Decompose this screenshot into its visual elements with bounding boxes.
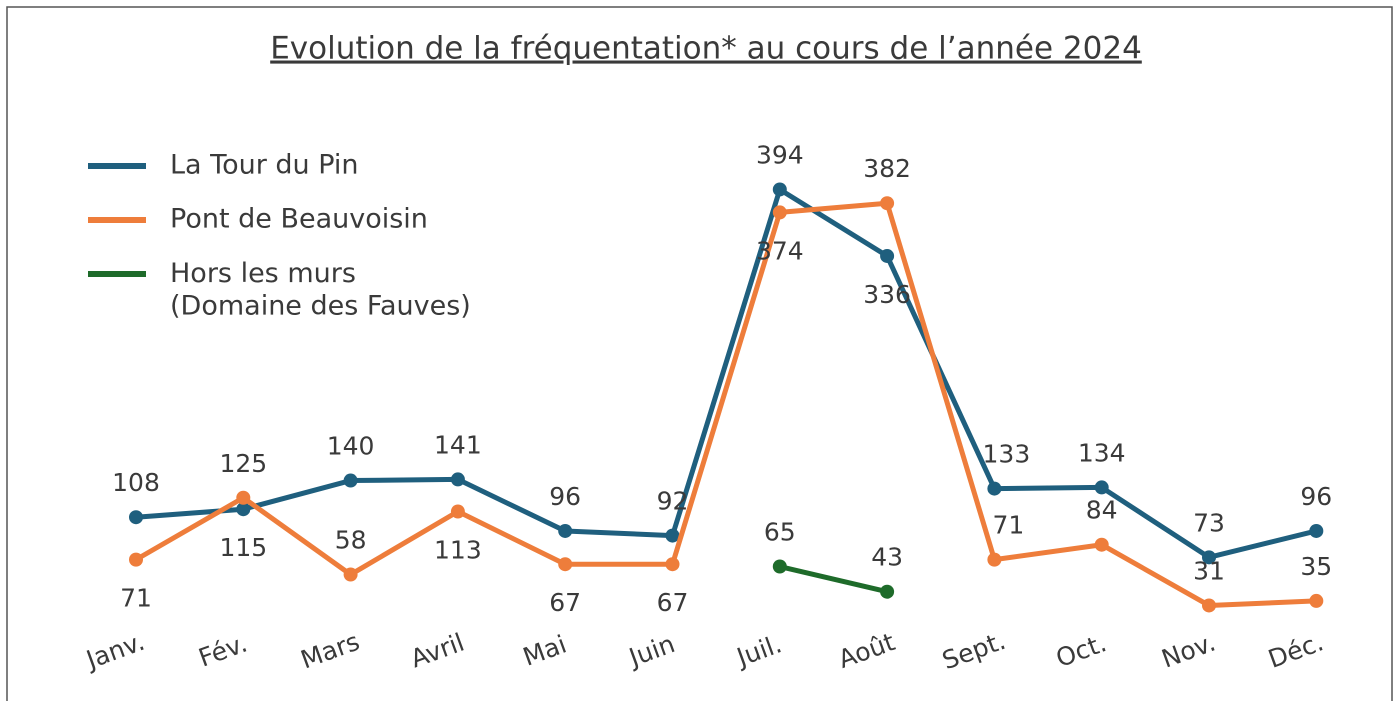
data-label: 65 xyxy=(764,518,796,547)
data-point xyxy=(1309,523,1324,538)
legend-label: Hors les murs (Domaine des Fauves) xyxy=(170,258,471,321)
data-label: 92 xyxy=(657,487,689,516)
data-label: 134 xyxy=(1078,438,1126,467)
x-tick-label: Déc. xyxy=(1264,627,1327,674)
data-point xyxy=(1094,480,1109,495)
data-point xyxy=(665,528,680,543)
x-tick-label: Juin xyxy=(624,629,679,673)
data-label: 71 xyxy=(992,511,1024,540)
data-label: 96 xyxy=(1300,482,1332,511)
data-point xyxy=(129,552,143,567)
data-label: 336 xyxy=(863,280,911,309)
data-point xyxy=(772,182,787,197)
series-line xyxy=(134,200,1317,608)
chart-title: Evolution de la fréquentation* au cours … xyxy=(270,31,1142,67)
data-point xyxy=(987,481,1002,496)
x-tick-label: Sept. xyxy=(938,626,1009,675)
data-point xyxy=(880,248,895,263)
data-label: 125 xyxy=(219,449,267,478)
data-point xyxy=(880,584,895,599)
data-point xyxy=(236,502,251,517)
x-tick-label: Nov. xyxy=(1158,628,1219,674)
data-label: 84 xyxy=(1086,496,1118,525)
data-label: 140 xyxy=(327,432,375,461)
data-label: 113 xyxy=(434,536,482,565)
data-label: 31 xyxy=(1193,556,1225,585)
series-line xyxy=(779,564,888,595)
data-point xyxy=(558,523,573,538)
data-point xyxy=(665,557,680,572)
x-tick-label: Oct. xyxy=(1052,628,1110,673)
data-point xyxy=(880,196,895,211)
data-point xyxy=(772,205,787,220)
legend-label: La Tour du Pin xyxy=(170,150,359,181)
data-label: 394 xyxy=(756,140,804,169)
x-tick-label: Juil. xyxy=(731,629,785,672)
data-label: 382 xyxy=(863,154,911,183)
frame xyxy=(6,6,1393,701)
x-tick-label: Mars xyxy=(297,627,363,675)
x-tick-label: Avril xyxy=(407,628,468,674)
x-tick-label: Mai xyxy=(519,629,570,671)
data-label: 43 xyxy=(871,543,903,572)
data-label: 374 xyxy=(756,236,804,265)
data-point xyxy=(450,472,465,487)
data-point xyxy=(1309,593,1324,608)
data-label: 108 xyxy=(112,468,160,497)
x-tick-label: Août xyxy=(835,627,899,674)
data-point xyxy=(450,504,465,519)
data-label: 115 xyxy=(219,533,267,562)
legend-label: Pont de Beauvoisin xyxy=(170,204,428,235)
data-label: 96 xyxy=(549,482,581,511)
data-label: 58 xyxy=(335,526,367,555)
data-label: 67 xyxy=(549,588,581,617)
data-point xyxy=(343,473,358,488)
data-point xyxy=(987,552,1002,567)
data-point xyxy=(772,559,787,574)
data-point xyxy=(1094,537,1109,552)
data-label: 141 xyxy=(434,430,482,459)
data-point xyxy=(1202,550,1216,565)
data-label: 73 xyxy=(1193,508,1225,537)
data-point xyxy=(558,557,573,572)
data-label: 35 xyxy=(1300,552,1332,581)
data-point xyxy=(129,510,143,525)
data-point xyxy=(1202,598,1216,613)
x-tick-label: Fév. xyxy=(195,629,251,673)
series-line xyxy=(135,186,1317,560)
data-label: 71 xyxy=(120,584,152,613)
data-point xyxy=(343,567,358,582)
data-label: 67 xyxy=(657,588,689,617)
data-point xyxy=(236,490,251,505)
data-label: 133 xyxy=(983,440,1031,469)
x-tick-label: Janv. xyxy=(81,627,149,675)
